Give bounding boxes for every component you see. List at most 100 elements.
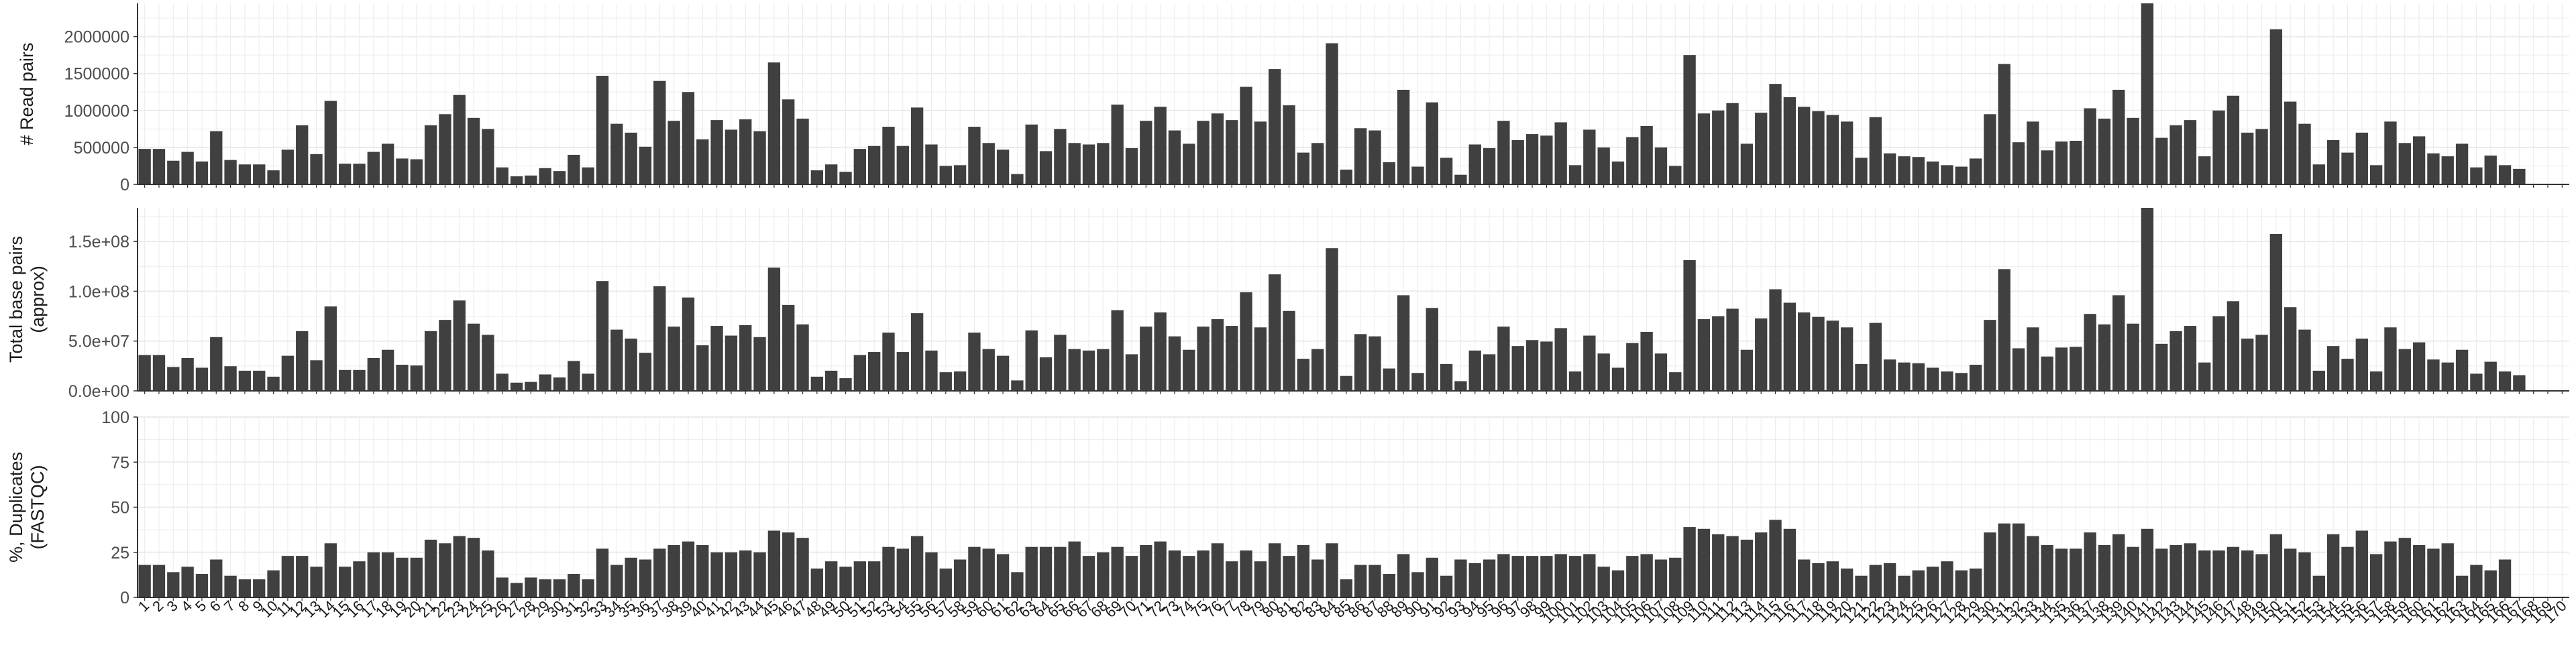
bar-37 xyxy=(653,80,666,184)
bar-97 xyxy=(1511,139,1524,184)
bar-154 xyxy=(2326,534,2340,597)
bar-130 xyxy=(1984,114,1996,184)
bar-158 xyxy=(2384,541,2397,597)
bar-34 xyxy=(610,565,623,597)
bar-64 xyxy=(1039,151,1053,184)
bar-16 xyxy=(353,164,366,184)
bar-4 xyxy=(181,152,194,184)
bar-64 xyxy=(1039,357,1053,391)
bar-132 xyxy=(2012,348,2025,391)
bar-126 xyxy=(1926,161,1939,184)
bar-99 xyxy=(1540,341,1553,391)
bar-128 xyxy=(1955,166,1968,184)
bar-119 xyxy=(1826,115,1839,184)
bar-148 xyxy=(2241,550,2254,597)
bar-14 xyxy=(324,543,337,597)
bar-17 xyxy=(367,552,380,597)
bar-137 xyxy=(2084,314,2096,391)
bar-42 xyxy=(724,335,738,391)
bar-129 xyxy=(1969,365,1982,391)
bar-3 xyxy=(167,572,180,597)
bar-144 xyxy=(2184,120,2197,184)
bar-61 xyxy=(996,150,1010,184)
bar-76 xyxy=(1211,113,1224,184)
bar-49 xyxy=(825,370,838,391)
bar-98 xyxy=(1525,134,1539,184)
bar-34 xyxy=(610,329,623,391)
bar-77 xyxy=(1226,120,1238,184)
bar-80 xyxy=(1269,69,1281,184)
bar-50 xyxy=(839,378,852,391)
bar-148 xyxy=(2241,339,2254,391)
bar-96 xyxy=(1497,121,1510,184)
bar-43 xyxy=(739,325,752,391)
bar-60 xyxy=(982,548,995,597)
bar-93 xyxy=(1454,559,1467,597)
bar-51 xyxy=(853,355,867,391)
bar-49 xyxy=(825,561,838,597)
bar-77 xyxy=(1226,561,1238,597)
bar-78 xyxy=(1240,550,1252,597)
bar-46 xyxy=(782,532,795,597)
bar-72 xyxy=(1154,312,1167,391)
bar-67 xyxy=(1082,556,1095,597)
bar-31 xyxy=(568,574,580,597)
bar-123 xyxy=(1883,153,1896,184)
bar-59 xyxy=(968,127,981,184)
bar-127 xyxy=(1941,165,1953,184)
bar-156 xyxy=(2355,530,2368,597)
bar-25 xyxy=(482,129,494,184)
bar-150 xyxy=(2269,29,2283,185)
bar-59 xyxy=(968,333,981,391)
bar-38 xyxy=(667,121,680,184)
bar-86 xyxy=(1354,334,1367,391)
bar-146 xyxy=(2212,316,2225,391)
bar-105 xyxy=(1626,556,1639,597)
bar-10 xyxy=(267,170,280,184)
y-axis-label-line: (approx) xyxy=(28,266,48,333)
bar-128 xyxy=(1955,570,1968,597)
bar-26 xyxy=(496,373,508,391)
bar-23 xyxy=(453,95,466,184)
bar-14 xyxy=(324,306,337,391)
bar-69 xyxy=(1111,546,1124,597)
bar-152 xyxy=(2298,123,2311,184)
bar-53 xyxy=(882,546,895,597)
bar-56 xyxy=(925,350,938,391)
bar-98 xyxy=(1525,556,1539,597)
y-tick-label: 75 xyxy=(111,453,129,472)
panel-2: 0.0e+00 5.0e+07 1.0e+08 1.5e+08 Total base p… xyxy=(6,208,2569,401)
bar-22 xyxy=(439,114,451,184)
bar-82 xyxy=(1297,544,1310,597)
bar-124 xyxy=(1898,575,1911,597)
y-tick-label: 50 xyxy=(111,499,129,518)
bar-98 xyxy=(1525,340,1539,391)
bar-157 xyxy=(2369,371,2383,391)
bar-131 xyxy=(1998,64,2010,185)
bar-47 xyxy=(796,118,809,184)
bar-3 xyxy=(167,160,180,184)
bar-32 xyxy=(582,167,594,184)
bar-72 xyxy=(1154,541,1167,597)
bar-113 xyxy=(1740,539,1754,597)
bar-162 xyxy=(2441,156,2454,184)
bar-122 xyxy=(1869,117,1882,184)
bar-139 xyxy=(2112,89,2125,184)
bar-130 xyxy=(1984,320,1996,391)
bar-134 xyxy=(2041,544,2053,597)
bar-36 xyxy=(639,146,652,184)
bar-120 xyxy=(1840,121,1854,184)
y-tick-label: 1500000 xyxy=(64,65,129,84)
bar-79 xyxy=(1254,327,1267,391)
bar-5 xyxy=(195,574,209,597)
bar-167 xyxy=(2513,375,2526,391)
bar-83 xyxy=(1311,143,1324,184)
bar-17 xyxy=(367,357,380,391)
bar-45 xyxy=(767,268,781,391)
bar-105 xyxy=(1626,137,1639,184)
bar-46 xyxy=(782,99,795,184)
bar-127 xyxy=(1941,371,1953,391)
bar-113 xyxy=(1740,143,1754,184)
bar-58 xyxy=(953,165,967,184)
bar-53 xyxy=(882,127,895,184)
